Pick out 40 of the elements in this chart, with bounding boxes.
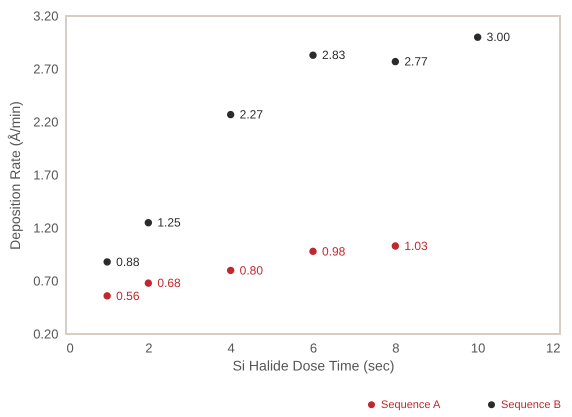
x-tick-label: 10 — [470, 340, 486, 356]
y-tick-label: 1.20 — [33, 220, 58, 236]
point — [103, 258, 111, 266]
point — [226, 110, 234, 118]
data-label: 1.25 — [157, 216, 182, 230]
point — [392, 58, 400, 66]
y-tick-label: 0.20 — [33, 326, 58, 342]
x-tick-label: 0 — [66, 340, 74, 356]
y-tick-label: 1.70 — [33, 168, 58, 182]
data-label: 0.68 — [157, 276, 182, 290]
point — [474, 34, 482, 41]
y-tick-label: 0.70 — [33, 274, 58, 288]
x-tick-label: 6 — [310, 340, 318, 356]
x-tick-label: 8 — [392, 340, 400, 356]
legend-label: Sequence A — [381, 398, 441, 411]
data-label: 0.98 — [322, 244, 346, 258]
point — [309, 248, 317, 256]
data-label: 2.83 — [322, 48, 346, 62]
x-tick-label: 2 — [145, 340, 152, 356]
data-label: 2.77 — [404, 54, 428, 69]
y-axis-title: Deposition Rate (Å/min) — [7, 101, 24, 250]
x-axis-title: Si Halide Dose Time (sec) — [232, 358, 394, 374]
x-tick-label: 12 — [546, 340, 560, 356]
data-label: 0.56 — [116, 288, 140, 303]
data-label: 1.03 — [404, 239, 428, 254]
point — [392, 242, 400, 250]
y-tick-label: 2.20 — [33, 114, 58, 130]
y-tick-label: 3.20 — [33, 8, 58, 24]
point — [226, 266, 234, 274]
data-label: 3.00 — [486, 30, 510, 44]
point — [144, 279, 152, 287]
y-tick-label: 2.70 — [33, 62, 58, 76]
data-label: 0.88 — [116, 254, 140, 269]
legend-label: Sequence B — [501, 398, 561, 411]
x-tick-label: 4 — [228, 340, 235, 356]
data-label: 0.80 — [240, 263, 264, 278]
point — [309, 52, 317, 59]
data-label: 2.27 — [240, 108, 264, 122]
point — [103, 292, 111, 300]
point — [144, 219, 152, 226]
